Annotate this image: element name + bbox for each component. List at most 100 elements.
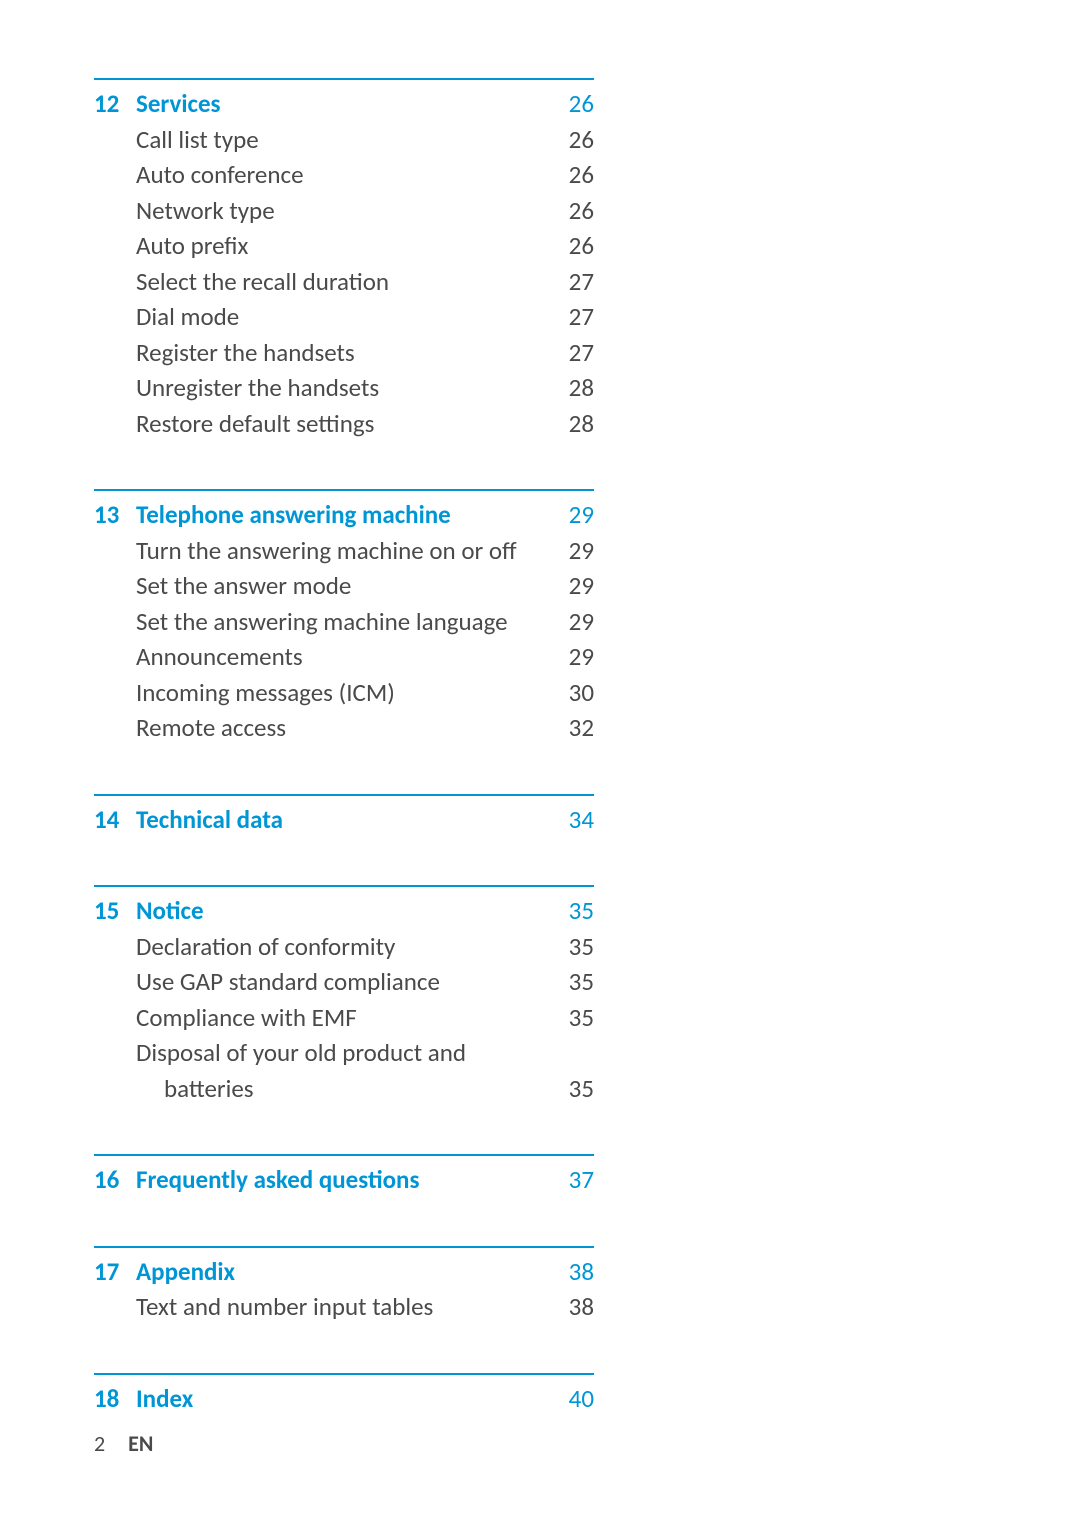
toc-heading-row[interactable]: 16 Frequently asked questions 37	[94, 1162, 594, 1198]
item-label: Text and number input tables	[136, 1289, 544, 1325]
toc-heading-row[interactable]: 18 Index 40	[94, 1381, 594, 1417]
toc-item-row[interactable]: .Dial mode27	[94, 299, 594, 335]
toc-item-row[interactable]: .Register the handsets27	[94, 335, 594, 371]
toc-item-row[interactable]: .Network type26	[94, 193, 594, 229]
item-label: Network type	[136, 193, 544, 229]
item-page: 29	[544, 568, 594, 604]
item-label: Turn the answering machine on or off	[136, 533, 544, 569]
toc-item-row[interactable]: .Restore default settings28	[94, 406, 594, 442]
item-label: Disposal of your old product and	[136, 1035, 544, 1071]
section-title: Index	[136, 1381, 544, 1417]
item-page: 26	[544, 228, 594, 264]
page-footer: 2 EN	[94, 1430, 153, 1457]
toc-item-row[interactable]: .Compliance with EMF35	[94, 1000, 594, 1036]
section-page: 34	[544, 802, 594, 838]
toc-section: 13 Telephone answering machine 29 .Turn …	[94, 489, 594, 746]
item-page: 30	[544, 675, 594, 711]
section-page: 37	[544, 1162, 594, 1198]
item-page: 29	[544, 533, 594, 569]
toc-item-row[interactable]: .Incoming messages (ICM)30	[94, 675, 594, 711]
toc-item-row[interactable]: .Auto prefix26	[94, 228, 594, 264]
item-page: 35	[544, 964, 594, 1000]
section-number: 12	[94, 86, 136, 122]
item-label: Remote access	[136, 710, 544, 746]
item-label: Announcements	[136, 639, 544, 675]
toc-section: 14 Technical data 34	[94, 794, 594, 838]
toc-item-row[interactable]: .Declaration of conformity35	[94, 929, 594, 965]
item-page: 27	[544, 264, 594, 300]
item-page: 29	[544, 639, 594, 675]
item-page: 26	[544, 157, 594, 193]
section-number: 15	[94, 893, 136, 929]
section-number: 18	[94, 1381, 136, 1417]
item-page: 35	[544, 1000, 594, 1036]
toc-section: 17 Appendix 38 .Text and number input ta…	[94, 1246, 594, 1325]
section-title: Frequently asked questions	[136, 1162, 544, 1198]
item-label: Compliance with EMF	[136, 1000, 544, 1036]
item-page: 27	[544, 335, 594, 371]
item-page: 29	[544, 604, 594, 640]
toc-item-row[interactable]: .Remote access32	[94, 710, 594, 746]
toc-heading-row[interactable]: 15 Notice 35	[94, 893, 594, 929]
item-label: Incoming messages (ICM)	[136, 675, 544, 711]
toc-heading-row[interactable]: 17 Appendix 38	[94, 1254, 594, 1290]
item-label: Set the answer mode	[136, 568, 544, 604]
item-label: Auto conference	[136, 157, 544, 193]
toc-item-row[interactable]: .Call list type26	[94, 122, 594, 158]
toc-item-row[interactable]: .Announcements29	[94, 639, 594, 675]
toc-item-row[interactable]: .Text and number input tables38	[94, 1289, 594, 1325]
toc-section: 12 Services 26 .Call list type26 .Auto c…	[94, 78, 594, 441]
section-page: 40	[544, 1381, 594, 1417]
toc-item-row[interactable]: .Auto conference26	[94, 157, 594, 193]
toc-section: 16 Frequently asked questions 37	[94, 1154, 594, 1198]
item-page: 32	[544, 710, 594, 746]
toc-heading-row[interactable]: 14 Technical data 34	[94, 802, 594, 838]
item-label: Dial mode	[136, 299, 544, 335]
toc-content: 12 Services 26 .Call list type26 .Auto c…	[94, 78, 594, 1416]
toc-heading-row[interactable]: 13 Telephone answering machine 29	[94, 497, 594, 533]
toc-item-row[interactable]: .Set the answering machine language29	[94, 604, 594, 640]
toc-item-row[interactable]: .Turn the answering machine on or off29	[94, 533, 594, 569]
item-page: 26	[544, 122, 594, 158]
item-label: Restore default settings	[136, 406, 544, 442]
page-number: 2	[94, 1430, 105, 1457]
section-page: 29	[544, 497, 594, 533]
section-number: 16	[94, 1162, 136, 1198]
item-page: 28	[544, 370, 594, 406]
section-number: 14	[94, 802, 136, 838]
toc-item-row[interactable]: .Select the recall duration27	[94, 264, 594, 300]
section-title: Telephone answering machine	[136, 497, 544, 533]
section-number: 17	[94, 1254, 136, 1290]
section-title: Services	[136, 86, 544, 122]
section-number: 13	[94, 497, 136, 533]
item-page: 28	[544, 406, 594, 442]
item-label: Call list type	[136, 122, 544, 158]
item-label: Register the handsets	[136, 335, 544, 371]
item-page: 26	[544, 193, 594, 229]
item-page: 35	[544, 1071, 594, 1107]
item-label: batteries	[136, 1071, 544, 1107]
item-label: Declaration of conformity	[136, 929, 544, 965]
item-label: Set the answering machine language	[136, 604, 544, 640]
toc-item-row[interactable]: .Use GAP standard compliance35	[94, 964, 594, 1000]
section-title: Notice	[136, 893, 544, 929]
section-title: Appendix	[136, 1254, 544, 1290]
item-page: 35	[544, 929, 594, 965]
section-page: 26	[544, 86, 594, 122]
toc-item-row[interactable]: .batteries35	[94, 1071, 594, 1107]
item-label: Auto prefix	[136, 228, 544, 264]
section-page: 38	[544, 1254, 594, 1290]
item-page: 38	[544, 1289, 594, 1325]
section-title: Technical data	[136, 802, 544, 838]
item-label: Use GAP standard compliance	[136, 964, 544, 1000]
toc-item-row[interactable]: .Disposal of your old product and	[94, 1035, 594, 1071]
language-code: EN	[128, 1430, 153, 1457]
item-page: 27	[544, 299, 594, 335]
section-page: 35	[544, 893, 594, 929]
toc-item-row[interactable]: .Set the answer mode29	[94, 568, 594, 604]
toc-section: 18 Index 40	[94, 1373, 594, 1417]
toc-section: 15 Notice 35 .Declaration of conformity3…	[94, 885, 594, 1106]
item-label: Select the recall duration	[136, 264, 544, 300]
toc-item-row[interactable]: .Unregister the handsets28	[94, 370, 594, 406]
toc-heading-row[interactable]: 12 Services 26	[94, 86, 594, 122]
